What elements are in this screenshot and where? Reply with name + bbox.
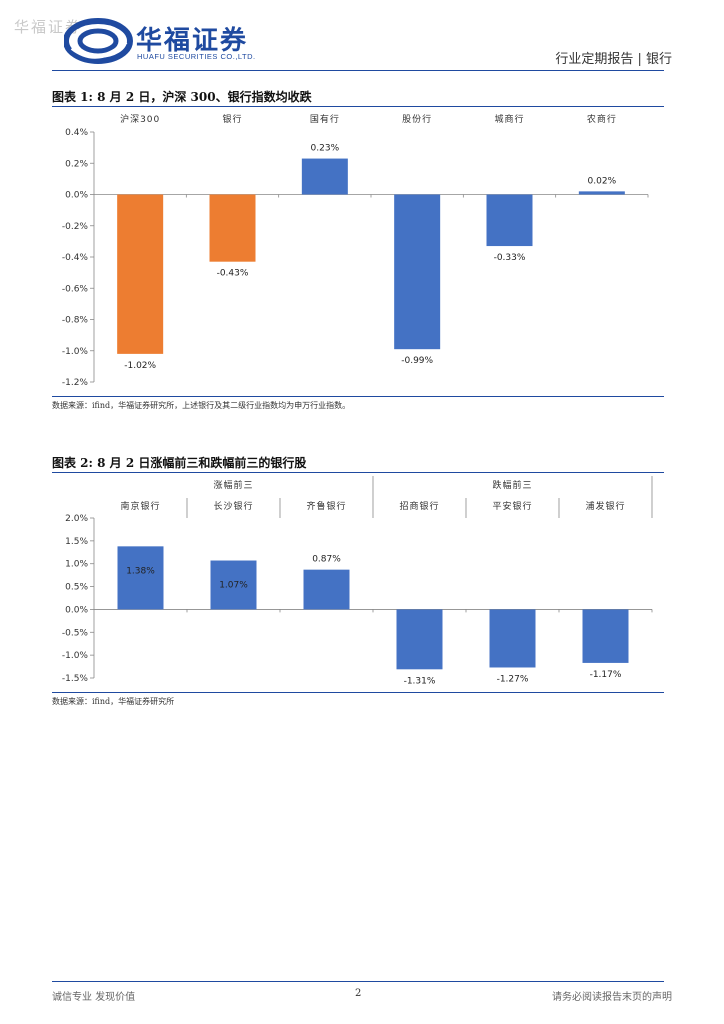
chart1-y-tick-label: -0.8%	[62, 316, 89, 326]
chart1-bar	[209, 194, 256, 262]
chart2-bar	[489, 609, 536, 668]
chart2-data-label: 1.38%	[126, 566, 155, 576]
chart1-y-tick-label: -1.0%	[62, 347, 89, 357]
chart2-data-label: -1.27%	[497, 674, 529, 684]
chart2-bar	[210, 560, 257, 610]
chart1-bar	[117, 194, 164, 354]
figure-1-bottom-rule	[52, 396, 664, 397]
chart2-category-label: 平安银行	[492, 500, 532, 512]
chart2-category-label: 长沙银行	[213, 500, 253, 512]
chart2-category-label: 齐鲁银行	[306, 500, 346, 512]
figure-1-source: 数据来源：ifind，华福证券研究所，上述银行及其二级行业指数均为申万行业指数。	[52, 401, 351, 410]
chart1-data-label: -1.02%	[124, 361, 156, 371]
footer-slogan: 诚信专业 发现价值	[52, 992, 136, 1003]
chart1-data-label: -0.43%	[217, 269, 249, 279]
chart2-bar	[117, 546, 164, 610]
chart1-y-tick-label: -0.4%	[62, 253, 89, 263]
chart2-y-tick-label: 0.0%	[65, 605, 88, 615]
chart2-y-tick-label: -1.5%	[62, 674, 89, 684]
chart2-bar	[303, 569, 350, 610]
chart2-group-label: 涨幅前三	[213, 479, 253, 491]
chart1-category-label: 国有行	[310, 113, 340, 125]
huafu-logo-icon	[64, 18, 133, 64]
figure-2-source: 数据来源：ifind，华福证券研究所	[52, 697, 175, 706]
chart1-bar	[394, 194, 441, 350]
chart1-data-label: -0.99%	[401, 356, 433, 366]
figure-2-chart: 2.0% 1.5% 1.0% 0.5% 0.0% -0.5% -1.0% -1.5% 南京银行 1…	[62, 476, 653, 686]
footer-divider	[52, 981, 664, 982]
chart1-y-tick-label: 0.4%	[65, 128, 88, 138]
chart1-bar	[578, 191, 625, 195]
chart1-data-label: -0.33%	[494, 253, 526, 263]
page-number: 2	[355, 988, 362, 999]
chart1-y-tick-label: 0.2%	[65, 159, 88, 169]
brand-name-en: HUAFU SECURITIES CO.,LTD.	[137, 52, 256, 61]
chart2-data-label: -1.31%	[404, 676, 436, 686]
figure-2-title: 图表 2: 8 月 2 日涨幅前三和跌幅前三的银行股	[52, 456, 307, 470]
chart2-data-label: 0.87%	[312, 555, 341, 565]
watermark-text: 华福证券	[14, 18, 83, 36]
figure-1-chart: 0.4% 0.2% 0.0% -0.2% -0.4% -0.6% -0.8% -1.0% -1.…	[62, 113, 649, 388]
chart1-bar	[486, 194, 533, 247]
chart1-y-tick-label: -1.2%	[62, 378, 89, 388]
chart2-y-tick-label: -1.0%	[62, 651, 89, 661]
chart1-data-label: 0.02%	[588, 176, 617, 186]
chart2-category-label: 浦发银行	[585, 500, 625, 512]
chart2-y-tick-label: 1.5%	[65, 537, 88, 547]
chart1-category-label: 沪深300	[120, 113, 160, 125]
chart2-data-label: 1.07%	[219, 581, 248, 591]
chart2-bar	[582, 609, 629, 663]
header-divider	[52, 70, 664, 71]
chart1-category-label: 城商行	[494, 113, 524, 125]
chart1-category-label: 股份行	[402, 113, 432, 125]
chart2-y-tick-label: 1.0%	[65, 560, 88, 570]
chart2-data-label: -1.17%	[590, 670, 622, 680]
figure-1-title: 图表 1: 8 月 2 日，沪深 300、银行指数均收跌	[52, 90, 312, 104]
chart1-y-tick-label: -0.6%	[62, 284, 89, 294]
chart1-y-tick-label: 0.0%	[65, 191, 88, 201]
chart1-bar	[301, 158, 348, 195]
figure-2-bottom-rule	[52, 692, 664, 693]
report-type: 行业定期报告 | 银行	[555, 52, 672, 67]
chart2-y-tick-label: 0.5%	[65, 583, 88, 593]
brand-name-cn: 华福证券	[136, 26, 249, 56]
chart1-category-label: 银行	[222, 113, 242, 125]
chart1-category-label: 农商行	[587, 113, 617, 125]
chart2-bar	[396, 609, 443, 670]
chart2-category-label: 招商银行	[399, 500, 439, 512]
chart2-category-label: 南京银行	[120, 500, 160, 512]
chart2-y-tick-label: 2.0%	[65, 514, 88, 524]
chart1-data-label: 0.23%	[311, 144, 340, 154]
chart2-y-tick-label: -0.5%	[62, 628, 89, 638]
footer-disclaimer: 请务必阅读报告末页的声明	[552, 992, 672, 1003]
figure-2-top-rule	[52, 472, 664, 473]
figure-1-top-rule	[52, 106, 664, 107]
chart1-y-tick-label: -0.2%	[62, 222, 89, 232]
chart2-group-label: 跌幅前三	[492, 479, 532, 491]
